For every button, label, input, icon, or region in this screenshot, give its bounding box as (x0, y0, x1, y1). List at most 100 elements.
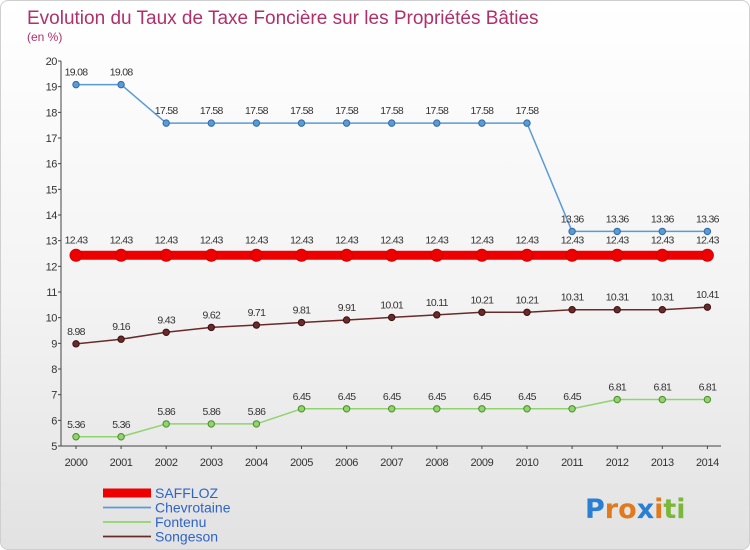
data-label: 6.45 (383, 391, 401, 403)
x-tick-label: 2013 (651, 457, 674, 469)
legend-label: Songeson (155, 529, 218, 545)
data-point (207, 323, 216, 332)
data-point (72, 433, 80, 441)
legend-label: SAFFLOZ (155, 485, 218, 501)
x-tick-label: 2002 (155, 457, 178, 469)
x-tick-label: 2014 (696, 457, 719, 469)
data-label: 6.45 (518, 391, 536, 403)
data-label: 12.43 (696, 234, 720, 246)
x-tick-label: 2004 (245, 457, 268, 469)
data-point (523, 119, 531, 127)
data-point (523, 405, 531, 413)
data-label: 17.58 (516, 105, 540, 117)
data-point (159, 248, 173, 262)
x-tick-label: 2003 (200, 457, 223, 469)
chart-title: Evolution du Taux de Taxe Foncière sur l… (27, 8, 539, 29)
data-point (523, 308, 531, 316)
data-label: 12.43 (516, 234, 540, 246)
data-point (658, 395, 666, 404)
data-label: 10.41 (696, 289, 720, 301)
data-point (204, 248, 218, 262)
series-chevrotaine (72, 80, 712, 236)
x-tick-label: 2001 (110, 457, 133, 469)
data-point (117, 80, 125, 89)
data-point (162, 119, 170, 127)
x-tick-label: 2007 (380, 457, 403, 469)
data-point (433, 311, 441, 319)
data-label: 12.43 (290, 234, 314, 246)
data-point (478, 405, 486, 413)
data-label: 10.21 (516, 294, 540, 306)
data-point (117, 335, 125, 343)
data-label: 6.45 (338, 391, 356, 403)
y-tick-label: 11 (46, 287, 57, 299)
data-label: 6.81 (653, 382, 671, 394)
data-label: 10.31 (561, 292, 585, 304)
legend-label: Fontenu (155, 514, 206, 530)
data-label: 17.58 (471, 105, 495, 117)
y-tick-labels: 5 6 7 8 9 10 11 12 13 14 15 16 17 18 19 20 (46, 56, 58, 453)
data-label: 12.43 (380, 234, 404, 246)
data-point (568, 306, 576, 314)
x-tick-label: 2005 (290, 457, 313, 469)
data-label: 17.58 (335, 105, 359, 117)
x-tick-label: 2010 (516, 457, 539, 469)
data-label: 12.43 (110, 234, 134, 246)
data-point (568, 405, 576, 413)
data-point (252, 119, 261, 127)
data-point (655, 248, 669, 262)
data-point (117, 433, 125, 441)
data-label: 12.43 (335, 234, 359, 246)
data-point (703, 395, 712, 404)
y-tick-label: 7 (51, 390, 57, 402)
data-point (658, 306, 666, 314)
data-label: 6.45 (293, 391, 311, 403)
data-point (475, 248, 489, 262)
legend-item-fontenu: Fontenu (103, 514, 206, 530)
data-point (388, 119, 396, 127)
data-point (388, 405, 396, 413)
data-label: 9.81 (293, 305, 311, 317)
data-label: 9.16 (112, 321, 130, 333)
y-tick-label: 20 (46, 56, 58, 68)
data-label: 19.08 (65, 67, 89, 79)
data-point (565, 248, 579, 262)
x-tick-labels: 2000 2001 2002 2003 2004 2005 2006 2007 2008 2009… (65, 457, 720, 469)
series-fontenu (72, 395, 712, 441)
data-label: 6.45 (428, 391, 446, 403)
data-label: 9.71 (248, 307, 266, 319)
data-point (478, 119, 486, 127)
data-label: 17.58 (380, 105, 404, 117)
data-label: 13.36 (561, 213, 585, 225)
data-label: 19.08 (110, 67, 134, 79)
y-tick-label: 9 (51, 338, 57, 350)
data-label: 17.58 (200, 105, 224, 117)
data-label: 13.36 (696, 213, 720, 225)
data-label: 12.43 (65, 234, 89, 246)
logo-letter: i (676, 494, 685, 525)
data-point (297, 318, 306, 327)
series-saffloz (69, 248, 714, 262)
data-label: 5.36 (67, 419, 85, 431)
y-tick-label: 17 (46, 133, 58, 145)
logo-text: Proxiti (585, 494, 686, 525)
y-tick-label: 14 (46, 210, 58, 222)
y-tick-label: 19 (46, 82, 58, 94)
data-label: 12.43 (425, 234, 449, 246)
data-label: 17.58 (425, 105, 449, 117)
y-tick-label: 5 (51, 441, 57, 453)
data-point (385, 248, 399, 262)
legend-label: Chevrotaine (155, 500, 231, 516)
data-label: 12.43 (561, 234, 585, 246)
data-label: 17.58 (155, 105, 179, 117)
x-tick-label: 2008 (425, 457, 448, 469)
data-label: 10.01 (380, 299, 404, 311)
logo-letter: t (663, 494, 676, 525)
data-point (478, 308, 486, 316)
data-label: 5.86 (202, 406, 220, 418)
data-label: 9.43 (157, 314, 175, 326)
data-label: 12.43 (471, 234, 495, 246)
data-point (388, 313, 396, 322)
data-point (658, 227, 666, 236)
data-label: 10.11 (426, 297, 449, 309)
